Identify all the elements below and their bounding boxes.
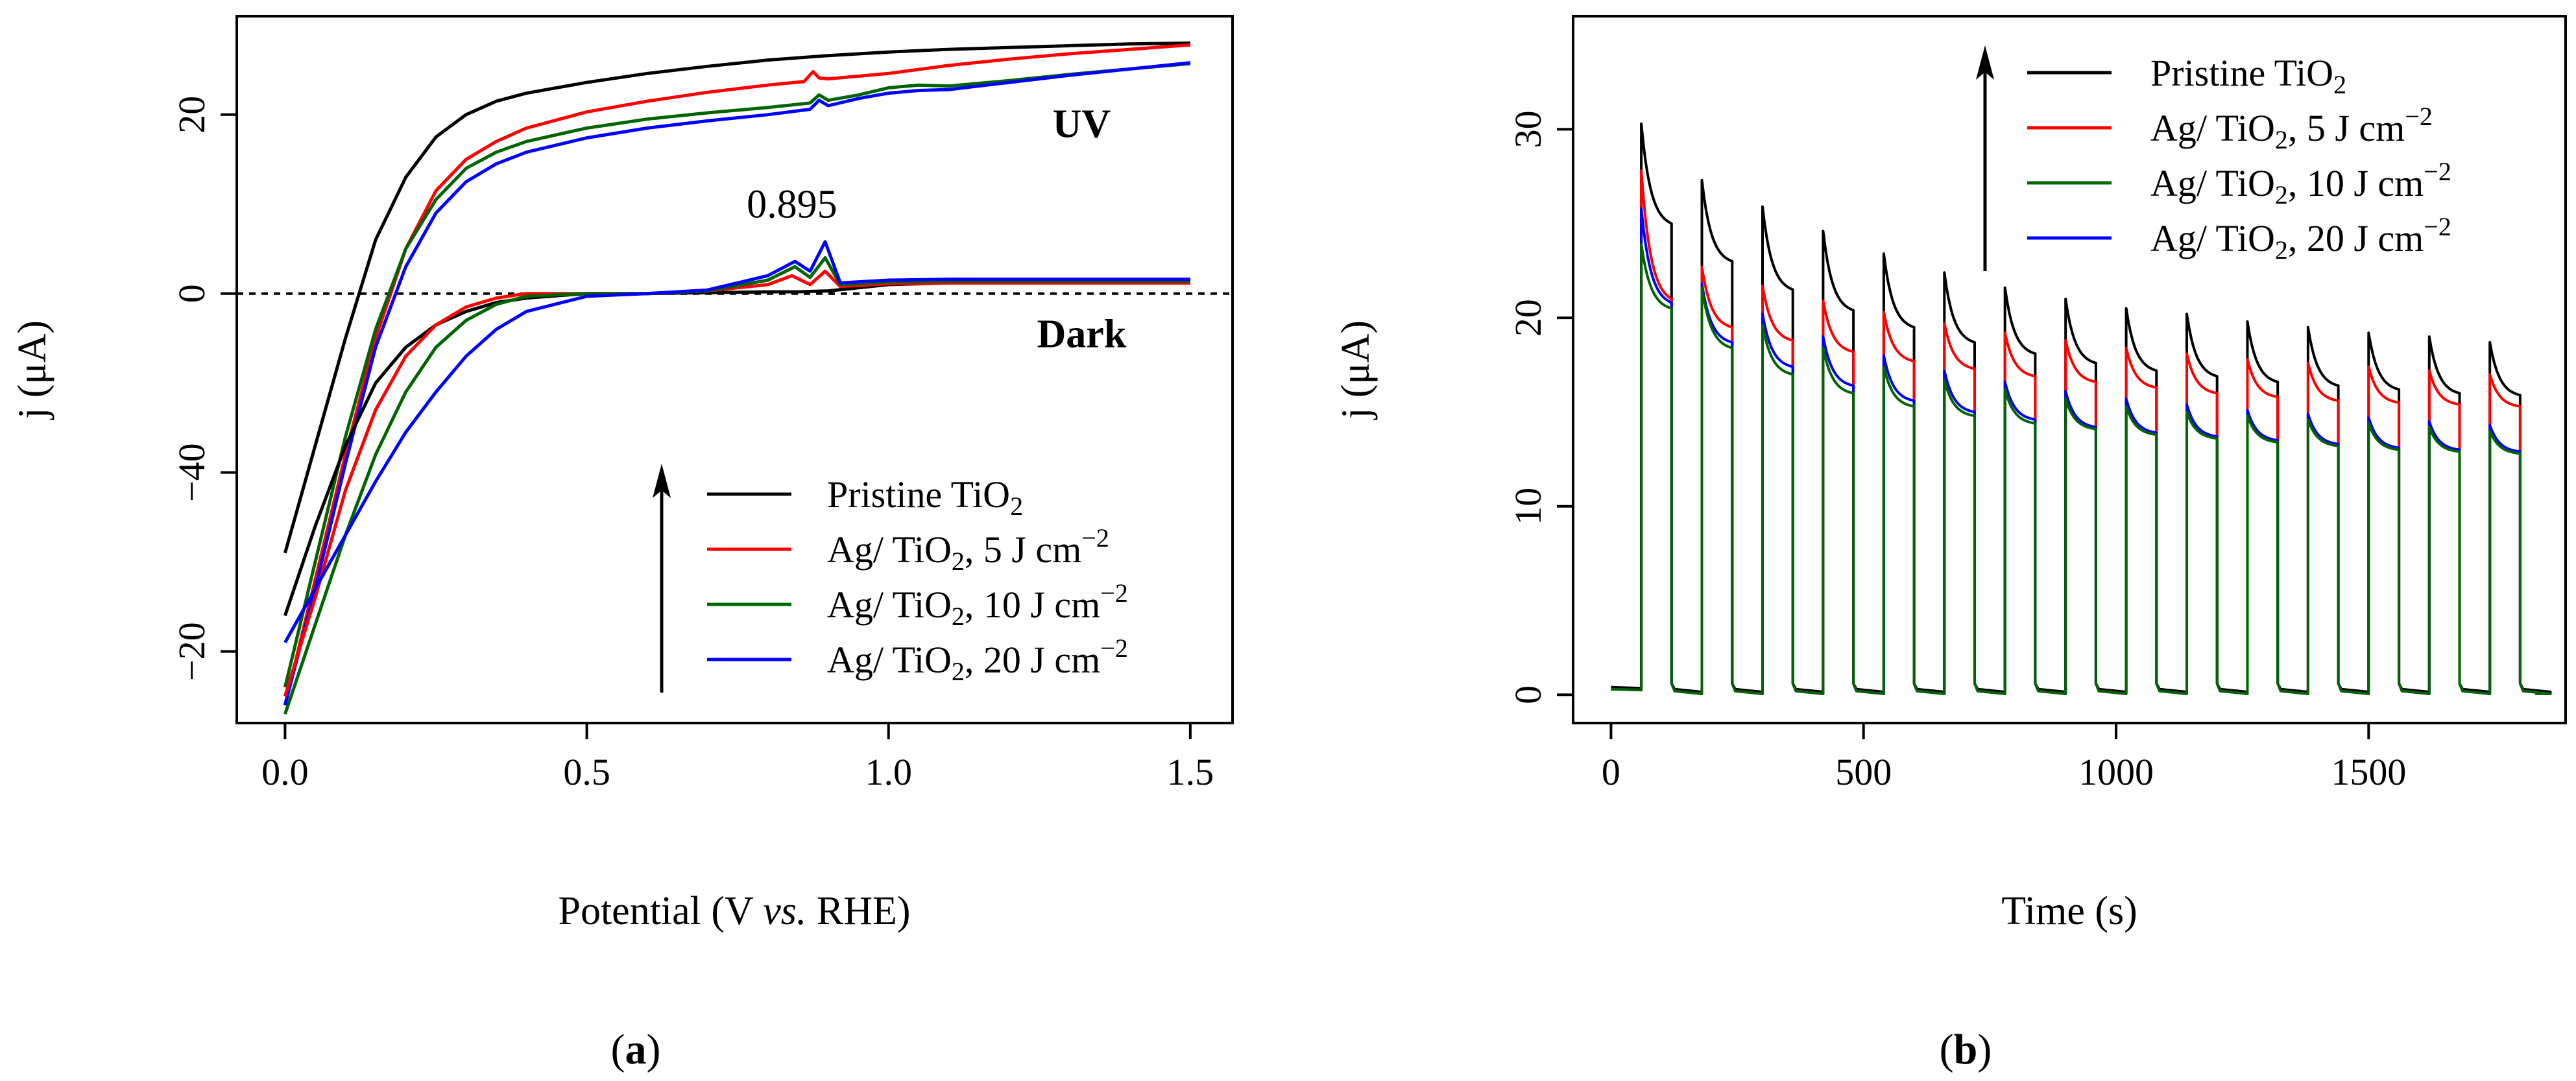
panel-a-series-ag20-uv: [283, 61, 1191, 706]
panel-a-legend: Pristine TiO2 Ag/ TiO2, 5 J cm−2 Ag/ TiO…: [707, 473, 1128, 686]
legend-b-label-ag20: Ag/ TiO2, 20 J cm−2: [2150, 212, 2451, 265]
panel-b-series-ag10: [1611, 243, 2552, 695]
panel-b-series-pristine: [1611, 122, 2552, 693]
panel-b-x-tick-label-1: 500: [1835, 751, 1892, 793]
panel-a-chart: 0.0 0.5 1.0 1.5 −20 −40 0 20 UV Dark 0.895 Pris…: [10, 15, 1234, 1073]
legend-a-label-pristine: Pristine TiO2: [827, 473, 1023, 521]
panel-a-x-tick-label-0: 0.0: [261, 751, 309, 793]
panel-a-label: (a): [611, 1026, 661, 1073]
legend-b-label-ag10: Ag/ TiO2, 10 J cm−2: [2150, 157, 2451, 209]
panel-b-x-tick-label-0: 0: [1602, 751, 1620, 793]
annotation-uv: UV: [1053, 102, 1111, 146]
panel-b-label: (b): [1940, 1026, 1992, 1073]
panel-a-y-tick-label-3: 20: [171, 96, 213, 134]
panel-b-y-tick-label-0: 0: [1507, 685, 1549, 704]
legend-b-label-pristine: Pristine TiO2: [2150, 52, 2346, 99]
panel-b-chart: 0 500 1000 1500 0 10 20 30 Pristine TiO2 Ag/ Ti…: [1334, 15, 2567, 1073]
legend-a-label-ag5: Ag/ TiO2, 5 J cm−2: [827, 523, 1109, 576]
panel-b-x-tick-label-2: 1000: [2078, 751, 2154, 793]
panel-b-legend: Pristine TiO2 Ag/ TiO2, 5 J cm−2 Ag/ TiO…: [2027, 52, 2451, 265]
panel-a-x-tick-label-2: 1.0: [865, 751, 912, 793]
panel-b-x-axis-title: Time (s): [2001, 889, 2137, 933]
panel-b-series-ag20: [1611, 207, 2552, 695]
panel-a-y-axis-title: j (μA): [10, 320, 54, 420]
legend-a-label-ag20: Ag/ TiO2, 20 J cm−2: [827, 634, 1128, 686]
panel-a-x-axis-title: Potential (V vs. RHE): [558, 889, 910, 933]
panel-a-y-tick-label-0: −20: [171, 622, 213, 681]
panel-a-x-tick-label-3: 1.5: [1167, 751, 1214, 793]
panel-a-y-tick-label-1: −40: [171, 443, 213, 502]
legend-b-label-ag5: Ag/ TiO2, 5 J cm−2: [2150, 102, 2433, 154]
panel-b-y-tick-label-2: 20: [1507, 299, 1549, 337]
panel-b-axes: 0 500 1000 1500 0 10 20 30: [1507, 110, 2406, 793]
legend-a-label-ag10: Ag/ TiO2, 10 J cm−2: [827, 578, 1128, 631]
panel-b-y-tick-label-3: 30: [1507, 110, 1549, 148]
panel-a-series-ag20-dark: [283, 240, 1190, 644]
panel-a-series-pristine-uv: [283, 41, 1190, 554]
panel-b-trend-arrow: [1976, 45, 1994, 271]
panel-b-plot-frame: [1572, 15, 2567, 724]
panel-b-x-tick-label-3: 1500: [2331, 751, 2406, 793]
panel-b-y-axis-title: j (μA): [1334, 320, 1378, 420]
panel-a-trend-arrow: [653, 464, 671, 693]
annotation-dark: Dark: [1037, 313, 1127, 357]
panel-b-series-ag5: [1611, 169, 2552, 695]
panel-b-y-tick-label-1: 10: [1507, 488, 1549, 525]
panel-a-axes: 0.0 0.5 1.0 1.5 −20 −40 0 20: [171, 96, 1214, 793]
panel-a-series-group: [283, 41, 1191, 715]
annotation-peak-potential: 0.895: [747, 182, 837, 226]
panel-b-series-group: [1611, 122, 2552, 695]
panel-a-x-tick-label-1: 0.5: [563, 751, 610, 793]
panel-a-y-tick-label-2: 0: [171, 284, 213, 303]
panel-a-series-ag10-uv: [283, 62, 1191, 688]
panel-a-plot-frame: [235, 15, 1234, 724]
